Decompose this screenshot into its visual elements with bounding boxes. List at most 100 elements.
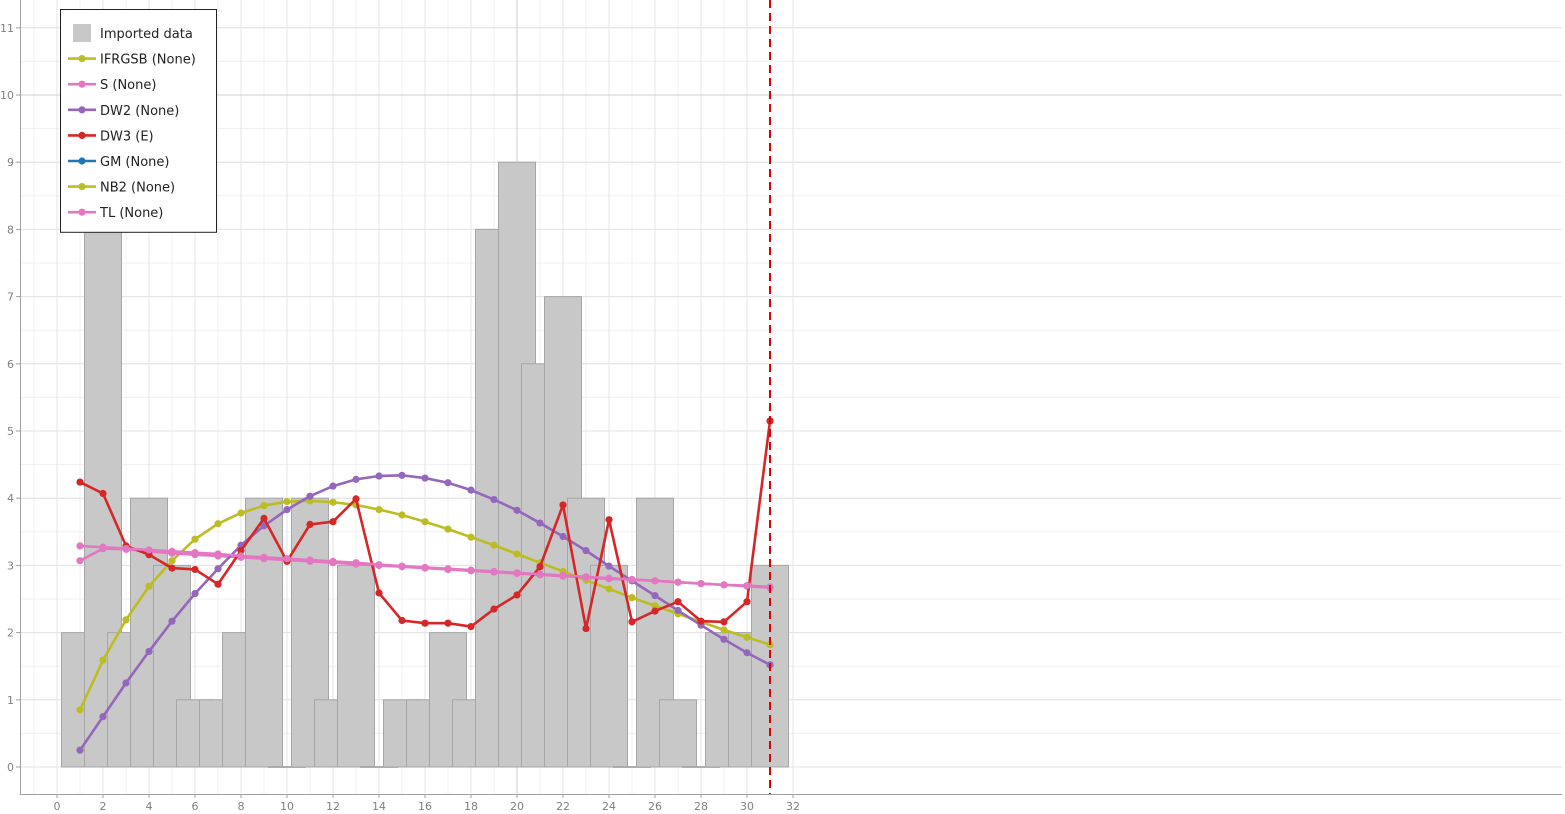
legend-label: Imported data bbox=[100, 27, 193, 42]
y-tick-label: 9 bbox=[7, 156, 14, 169]
legend-marker bbox=[78, 106, 86, 114]
data-point bbox=[490, 567, 498, 576]
data-point bbox=[191, 535, 199, 543]
data-point bbox=[122, 679, 130, 687]
legend: Imported data IFRGSB (None) S (None) DW2 (N… bbox=[60, 9, 217, 233]
data-point bbox=[237, 552, 245, 560]
y-tick-label: 10 bbox=[0, 89, 14, 102]
legend-swatch bbox=[73, 24, 91, 42]
data-point bbox=[743, 581, 751, 590]
data-point bbox=[467, 486, 475, 494]
data-point bbox=[191, 549, 199, 557]
data-point bbox=[168, 547, 176, 555]
data-point bbox=[283, 497, 291, 506]
data-point bbox=[720, 635, 728, 643]
data-point bbox=[283, 506, 291, 514]
data-point bbox=[306, 492, 314, 500]
data-point bbox=[605, 516, 613, 524]
y-tick-label: 4 bbox=[7, 492, 14, 505]
data-point bbox=[398, 471, 406, 479]
y-tick-label: 11 bbox=[0, 22, 14, 35]
x-tick-label: 32 bbox=[786, 800, 800, 813]
data-point bbox=[743, 649, 751, 657]
x-tick-label: 12 bbox=[326, 800, 340, 813]
y-tick-label: 3 bbox=[7, 559, 14, 572]
data-point bbox=[99, 713, 107, 721]
x-tick-label: 18 bbox=[464, 800, 478, 813]
data-point bbox=[674, 598, 682, 606]
bar bbox=[337, 564, 375, 768]
data-point bbox=[444, 525, 452, 533]
data-point bbox=[720, 626, 728, 634]
grid bbox=[20, 0, 1562, 794]
data-point bbox=[122, 616, 130, 624]
data-point bbox=[605, 574, 613, 582]
legend-label: S (None) bbox=[100, 78, 156, 93]
data-point bbox=[582, 624, 590, 633]
data-point bbox=[467, 566, 475, 574]
legend-label: TL (None) bbox=[99, 206, 163, 221]
x-tick-label: 0 bbox=[54, 800, 61, 813]
data-point bbox=[720, 581, 728, 589]
legend-label: NB2 (None) bbox=[100, 181, 175, 196]
x-tick-label: 4 bbox=[146, 800, 153, 813]
bar bbox=[659, 699, 697, 768]
data-point bbox=[122, 545, 130, 553]
data-point bbox=[467, 533, 475, 541]
legend-box bbox=[60, 9, 217, 233]
legend-label: GM (None) bbox=[100, 155, 169, 170]
data-point bbox=[743, 598, 751, 606]
x-tick-label: 28 bbox=[694, 800, 708, 813]
data-point bbox=[352, 559, 360, 567]
data-point bbox=[260, 514, 268, 522]
data-point bbox=[697, 617, 705, 625]
data-point bbox=[375, 472, 383, 480]
data-point bbox=[421, 619, 429, 627]
data-point bbox=[398, 616, 406, 625]
data-point bbox=[720, 618, 728, 626]
data-point bbox=[605, 585, 613, 593]
data-point bbox=[191, 590, 199, 598]
data-point bbox=[168, 617, 176, 625]
data-point bbox=[260, 553, 268, 561]
data-point bbox=[306, 556, 314, 564]
data-point bbox=[260, 501, 268, 510]
data-point bbox=[444, 565, 452, 573]
legend-marker bbox=[78, 131, 86, 139]
x-tick-label: 10 bbox=[280, 800, 294, 813]
data-point bbox=[421, 563, 429, 572]
data-point bbox=[398, 511, 406, 519]
data-point bbox=[444, 619, 452, 627]
data-point bbox=[214, 550, 222, 558]
data-point bbox=[76, 542, 84, 550]
line-series bbox=[76, 417, 774, 754]
x-tick-label: 16 bbox=[418, 800, 432, 813]
y-tick-label: 5 bbox=[7, 425, 14, 438]
x-tick-label: 8 bbox=[238, 800, 245, 813]
data-point bbox=[375, 589, 383, 597]
data-point bbox=[651, 602, 659, 610]
data-point bbox=[513, 550, 521, 558]
data-point bbox=[191, 565, 199, 574]
data-point bbox=[421, 518, 429, 526]
data-point bbox=[559, 571, 567, 580]
data-point bbox=[674, 606, 682, 615]
data-point bbox=[513, 506, 521, 514]
data-point bbox=[99, 543, 107, 551]
x-tick-label: 22 bbox=[556, 800, 570, 813]
data-point bbox=[145, 546, 153, 554]
legend-marker bbox=[78, 208, 86, 216]
data-point bbox=[536, 519, 544, 527]
bar bbox=[590, 564, 628, 768]
data-point bbox=[145, 582, 153, 590]
data-point bbox=[559, 501, 567, 509]
legend-label: DW2 (None) bbox=[100, 104, 179, 119]
data-point bbox=[697, 579, 705, 588]
data-point bbox=[651, 577, 659, 585]
data-point bbox=[582, 547, 590, 555]
data-point bbox=[375, 506, 383, 514]
data-point bbox=[329, 498, 337, 506]
legend-marker bbox=[78, 157, 86, 165]
x-tick-label: 6 bbox=[192, 800, 199, 813]
